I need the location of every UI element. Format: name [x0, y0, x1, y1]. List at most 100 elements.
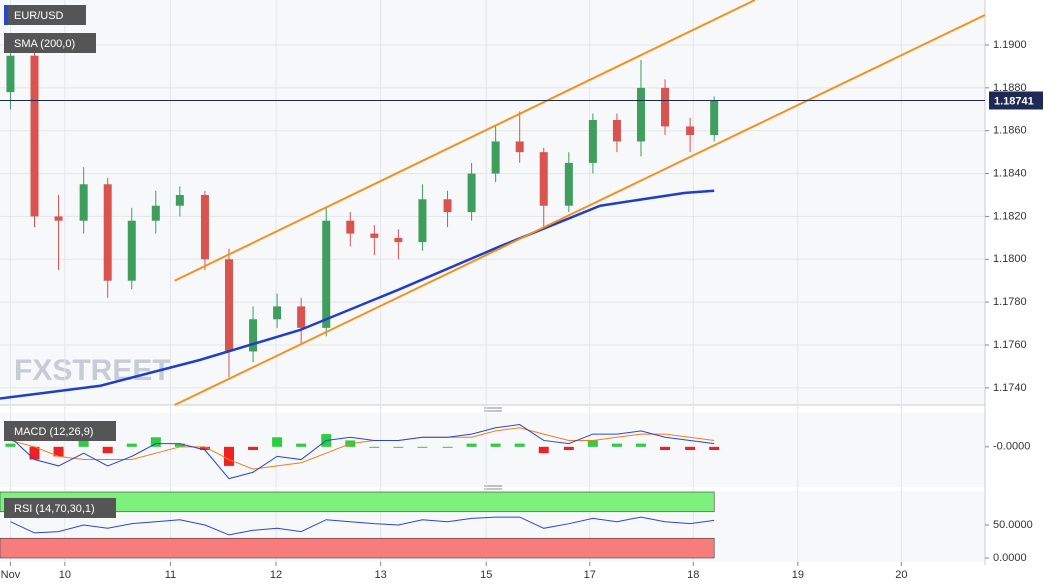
candle-body [564, 162, 573, 206]
candle-body [467, 173, 476, 213]
rsi-tag [4, 498, 116, 518]
candle-body [418, 199, 427, 243]
candle-body [175, 195, 184, 206]
y-tick-label: 1.1800 [993, 253, 1027, 265]
oversold-band [0, 537, 715, 559]
y-tick-label: 0.0000 [993, 552, 1027, 564]
x-tick-label: 15 [480, 569, 492, 581]
histogram-bar [5, 443, 16, 447]
histogram-bar [126, 443, 137, 447]
histogram-bar [709, 446, 720, 450]
x-tick-label: 20 [895, 569, 907, 581]
candle-body [6, 55, 15, 93]
candle-body [30, 55, 39, 217]
candle-body [612, 120, 621, 142]
trend-line [174, 0, 756, 282]
candle-body [273, 306, 282, 320]
histogram-bar [369, 446, 380, 448]
histogram-bar [174, 443, 185, 447]
signal-line [10, 427, 715, 470]
histogram-bar [611, 443, 622, 447]
last-price-box [989, 91, 1043, 110]
indicator-label: SMA (200,0) [14, 38, 75, 50]
histogram-bar [393, 446, 404, 448]
x-tick-label: 12 [270, 569, 282, 581]
histogram-bar [272, 437, 283, 447]
price-panel [0, 0, 985, 405]
rsi-line [10, 516, 715, 536]
candle-body [710, 100, 719, 135]
candle-body [443, 199, 452, 213]
candle-body [54, 216, 63, 221]
candle-body [224, 259, 233, 352]
y-tick-label: 1.1840 [993, 167, 1027, 179]
macd-tag [4, 421, 116, 441]
y-tick-label: 1.1820 [993, 210, 1027, 222]
title-tag [4, 5, 86, 25]
macd-panel [0, 413, 985, 487]
histogram-bar [538, 446, 549, 454]
histogram-bar [442, 446, 453, 448]
candle-body [322, 220, 331, 328]
rsi-title: RSI (14,70,30,1) [14, 503, 95, 515]
candle-body [588, 120, 597, 163]
resize-handle[interactable] [484, 485, 502, 490]
candle-body [200, 195, 209, 260]
histogram-bar [587, 440, 598, 447]
candle-body [151, 205, 160, 221]
histogram-bar [660, 446, 671, 450]
y-tick-label: 1.1780 [993, 296, 1027, 308]
candle-body [491, 141, 500, 174]
histogram-bar [29, 446, 40, 460]
histogram-bar [466, 443, 477, 447]
watermark: FXSTREET [14, 354, 171, 387]
candle-body [127, 220, 136, 281]
histogram-bar [514, 443, 525, 447]
candle-body [297, 306, 306, 328]
candle-body [661, 87, 670, 127]
histogram-bar [199, 446, 210, 450]
x-tick-label: 17 [584, 569, 596, 581]
histogram-bar [248, 446, 259, 450]
chart-title: EUR/USD [14, 10, 64, 22]
histogram-bar [563, 446, 574, 450]
histogram-bar [417, 446, 428, 448]
histogram-bar [150, 437, 161, 447]
histogram-bar [490, 443, 501, 447]
y-tick-label: 1.1760 [993, 339, 1027, 351]
y-tick-label: -0.0000 [993, 441, 1030, 453]
sma-line [0, 189, 715, 400]
candle-body [103, 184, 112, 281]
candle-body [539, 152, 548, 206]
x-tick-label: 10 [59, 569, 71, 581]
candle-body [249, 319, 258, 352]
macd-line [10, 424, 715, 480]
tag-marker [4, 5, 8, 25]
y-tick-label: 1.1740 [993, 382, 1027, 394]
histogram-bar [685, 446, 696, 450]
histogram-bar [223, 446, 234, 466]
candle-body [636, 87, 645, 142]
candle-body [79, 184, 88, 221]
y-tick-label: 1.1860 [993, 125, 1027, 137]
x-tick-label: 18 [687, 569, 699, 581]
resize-handle[interactable] [484, 407, 502, 412]
histogram-bar [102, 446, 113, 454]
candle-body [346, 220, 355, 234]
candle-body [370, 233, 379, 238]
indicator-tag [4, 33, 96, 53]
x-tick-label: 13 [374, 569, 386, 581]
y-tick-label: 50.0000 [993, 519, 1033, 531]
candle-body [686, 126, 695, 135]
x-tick-label: 19 [792, 569, 804, 581]
histogram-bar [78, 440, 89, 447]
overbought-band [0, 491, 715, 513]
y-tick-label: 1.1880 [993, 82, 1027, 94]
x-tick-label: Nov [1, 569, 21, 581]
x-tick-label: 11 [165, 569, 176, 581]
last-price-label: 1.18741 [994, 95, 1034, 107]
histogram-bar [635, 443, 646, 447]
y-tick-label: 1.1900 [993, 39, 1027, 51]
